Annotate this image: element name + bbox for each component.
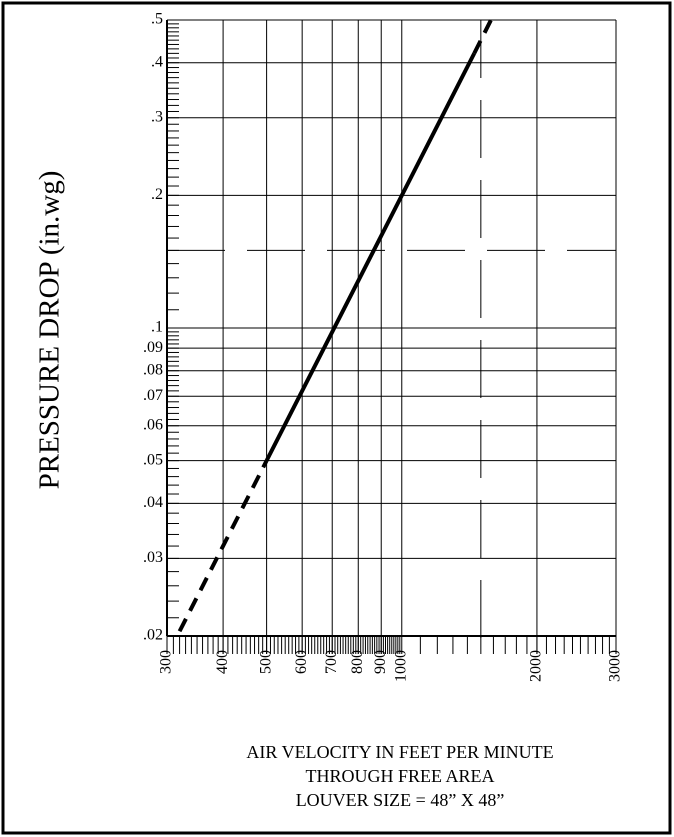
x-tick-label: 600 <box>293 650 310 674</box>
y-tick-label: .05 <box>143 451 163 468</box>
y-tick-label: .1 <box>151 319 163 336</box>
y-tick-label: .2 <box>151 186 163 203</box>
x-axis-title: AIR VELOCITY IN FEET PER MINUTE <box>246 742 553 762</box>
y-tick-label: .03 <box>143 549 163 566</box>
x-axis-title: LOUVER SIZE = 48” X 48” <box>296 790 505 810</box>
line-series <box>472 19 493 55</box>
y-tick-label: .06 <box>143 416 163 433</box>
line-series <box>177 459 269 633</box>
y-tick-label: .5 <box>151 11 163 28</box>
x-tick-label: 700 <box>323 650 340 674</box>
x-tick-label: 800 <box>349 650 366 674</box>
y-tick-label: .02 <box>143 627 163 644</box>
y-tick-label: .07 <box>143 387 163 404</box>
x-tick-label: 1000 <box>392 650 409 682</box>
x-tick-label: 2000 <box>528 650 545 682</box>
y-tick-label: .04 <box>143 494 163 511</box>
line-series <box>264 52 477 462</box>
y-tick-label: .4 <box>151 53 163 70</box>
x-tick-label: 500 <box>257 650 274 674</box>
x-tick-label: 400 <box>214 650 231 674</box>
x-tick-label: 300 <box>158 650 175 674</box>
x-tick-label: 900 <box>372 650 389 674</box>
y-tick-label: .08 <box>143 361 163 378</box>
y-tick-label: .3 <box>151 108 163 125</box>
x-tick-label: 3000 <box>607 650 624 682</box>
y-tick-label: .09 <box>143 339 163 356</box>
y-axis-title: PRESSURE DROP (in.wg) <box>34 171 66 490</box>
x-axis-title: THROUGH FREE AREA <box>305 766 494 786</box>
